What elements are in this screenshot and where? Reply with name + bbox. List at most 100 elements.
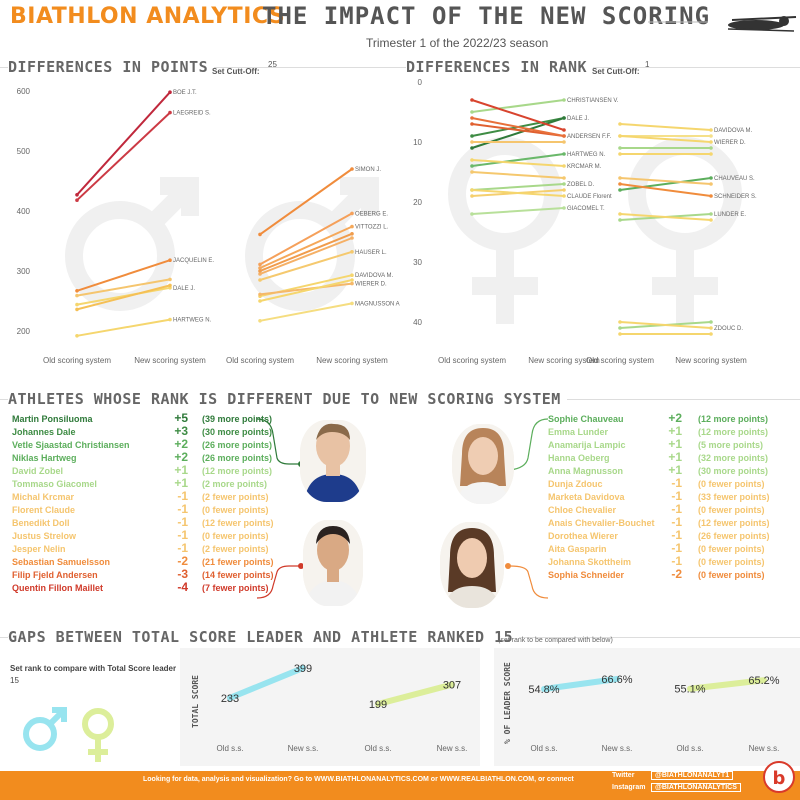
series-line-wierer-d [619, 135, 712, 143]
rank-change: -3 [177, 567, 188, 581]
data-point [350, 236, 354, 240]
data-point [258, 262, 262, 267]
series-line-magnusson-a [259, 302, 353, 322]
athlete-name: Dunja Zdouc [548, 479, 603, 489]
points-change: (26 fewer points) [698, 531, 770, 541]
series-line-series [259, 237, 353, 275]
athlete-name: David Zobel [12, 466, 64, 476]
athlete-label-boe-j-t: BOE J.T. [173, 90, 197, 96]
points-change: (7 fewer points) [202, 583, 269, 593]
athlete-label-simon-j: SIMON J. [355, 167, 381, 173]
athlete-name: Johannes Dale [12, 427, 76, 437]
twitter-label: Twitter [612, 772, 635, 779]
series-line-hartweg-n [471, 153, 565, 167]
athlete-label-chauveau-s: CHAUVEAU S. [714, 176, 755, 182]
data-point [709, 146, 713, 150]
x-category-label: Old scoring system [438, 356, 506, 365]
athlete-label-magnusson-a: MAGNUSSON A. [355, 301, 400, 307]
avatar-martin-ponsiluoma [300, 420, 366, 502]
y-tick-label: 40 [413, 318, 422, 327]
data-point [618, 146, 622, 150]
athlete-label-wierer-d: WIERER D. [355, 282, 387, 288]
rank-change: +1 [668, 424, 682, 438]
rank-change: -1 [177, 502, 188, 516]
data-point [709, 176, 713, 180]
points-change: (30 more points) [202, 427, 273, 437]
gap-category-label: New s.s. [437, 744, 468, 753]
points-cutoff-input[interactable]: 25 [268, 60, 277, 69]
x-category-label: New scoring system [316, 356, 388, 365]
total-score-axis-label: TOTAL SCORE [191, 675, 200, 728]
data-point [618, 218, 622, 222]
athlete-label-laegreid-s: LAEGREID S. [173, 111, 211, 117]
athlete-name: Michal Krcmar [12, 492, 75, 502]
data-point [258, 269, 262, 273]
data-point [562, 152, 566, 156]
rank-change: +2 [668, 411, 682, 425]
athlete-name: Jesper Nelin [12, 544, 66, 554]
data-point [350, 273, 354, 277]
data-point [350, 278, 354, 282]
athlete-name: Justus Strelow [12, 531, 77, 541]
data-point [75, 307, 79, 312]
series-line-laegreid-s [76, 111, 171, 201]
gaps-rank-input[interactable]: 15 [10, 676, 19, 685]
female-symbol-icon [448, 137, 562, 324]
athlete-name: Marketa Davidova [548, 492, 625, 502]
data-point [709, 152, 713, 156]
athlete-label-jacquelin-e: JACQUELIN E. [173, 258, 214, 264]
athlete-name: Sophia Schneider [548, 570, 625, 580]
points-change: (0 fewer points) [202, 505, 269, 515]
series-line-oeberg-e [259, 212, 353, 266]
athlete-label-vittozzi-l: VITTOZZI L. [355, 225, 389, 231]
series-line-boe-j-t [76, 91, 171, 196]
biathlon-analytics-logo-icon[interactable]: b [762, 760, 796, 798]
data-point [470, 146, 474, 150]
points-change: (2 more points) [202, 479, 268, 489]
athlete-label-dale-j: DALE J. [173, 286, 195, 292]
athlete-label-lunder-e: LUNDER E. [714, 212, 746, 218]
athlete-name: Niklas Hartweg [12, 453, 77, 463]
gap-line-women [375, 681, 455, 707]
rank-change: -4 [177, 580, 188, 594]
y-tick-label: 0 [418, 78, 423, 87]
series-line-series [619, 177, 712, 185]
instagram-handle-link[interactable]: @BIATHLONANALYTICS [651, 783, 741, 792]
twitter-handle-link[interactable]: @BIATHLONANALYT1 [651, 771, 734, 780]
points-change: (26 more points) [202, 453, 273, 463]
avatar-quentin-fillon-maillet [303, 520, 363, 606]
avatar-sophia-schneider [440, 522, 504, 608]
y-tick-label: 500 [17, 147, 31, 156]
points-change: (0 fewer points) [698, 544, 765, 554]
data-point [168, 110, 172, 115]
athlete-label-dale-j: DALE J. [567, 116, 589, 122]
rank-change: -1 [177, 489, 188, 503]
rank-cutoff-input[interactable]: 1 [645, 60, 650, 69]
rank-change: -2 [671, 567, 682, 581]
gap-category-label: Old s.s. [676, 744, 703, 753]
series-line-dale-j [76, 286, 171, 306]
rank-change: -1 [177, 515, 188, 529]
gaps-rank-label: Set rank to compare with Total Score lea… [10, 664, 177, 673]
data-point [618, 152, 622, 156]
rank-change: +2 [174, 437, 188, 451]
gap-line-men [541, 676, 620, 692]
biathlete-silhouette-icon [648, 16, 797, 32]
total-score-panel [180, 648, 480, 766]
series-line-zobel-d [471, 183, 565, 191]
data-point [350, 211, 354, 216]
gaps-title-text: GAPS BETWEEN TOTAL SCORE LEADER AND ATHL… [8, 628, 485, 646]
y-tick-label: 200 [17, 327, 31, 336]
athlete-label-giacomel-t: GIACOMEL T. [567, 206, 605, 212]
data-point [709, 134, 713, 138]
points-section-title: DIFFERENCES IN POINTS [8, 58, 215, 76]
y-tick-label: 600 [17, 87, 31, 96]
data-point [470, 122, 474, 126]
athlete-name: Vetle Sjaastad Christiansen [12, 440, 130, 450]
athlete-label-wierer-d: WIERER D. [714, 140, 746, 146]
male-symbol-icon [65, 177, 199, 311]
points-change: (0 fewer points) [698, 557, 765, 567]
data-point [470, 188, 474, 192]
rank-change: -1 [177, 541, 188, 555]
points-cutoff-label: Set Cutt-Off: [212, 67, 260, 76]
